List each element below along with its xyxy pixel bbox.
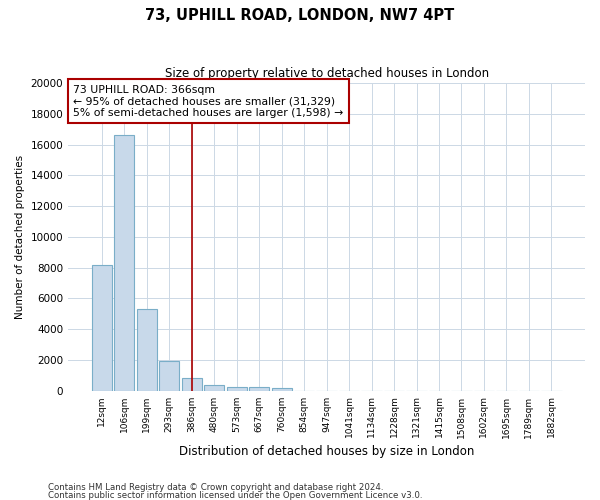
Bar — [204, 385, 224, 390]
Bar — [182, 378, 202, 390]
Bar — [227, 387, 247, 390]
Bar — [249, 388, 269, 390]
Bar — [92, 266, 112, 390]
X-axis label: Distribution of detached houses by size in London: Distribution of detached houses by size … — [179, 444, 474, 458]
Bar — [272, 388, 292, 390]
Text: 73 UPHILL ROAD: 366sqm
← 95% of detached houses are smaller (31,329)
5% of semi-: 73 UPHILL ROAD: 366sqm ← 95% of detached… — [73, 84, 344, 118]
Text: Contains public sector information licensed under the Open Government Licence v3: Contains public sector information licen… — [48, 490, 422, 500]
Bar — [114, 136, 134, 390]
Text: 73, UPHILL ROAD, LONDON, NW7 4PT: 73, UPHILL ROAD, LONDON, NW7 4PT — [145, 8, 455, 22]
Bar — [137, 309, 157, 390]
Title: Size of property relative to detached houses in London: Size of property relative to detached ho… — [164, 68, 488, 80]
Text: Contains HM Land Registry data © Crown copyright and database right 2024.: Contains HM Land Registry data © Crown c… — [48, 484, 383, 492]
Y-axis label: Number of detached properties: Number of detached properties — [15, 155, 25, 319]
Bar — [159, 362, 179, 390]
